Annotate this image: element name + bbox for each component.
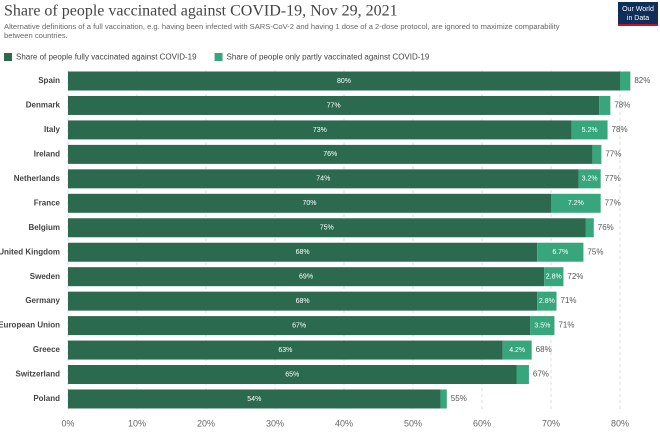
category-label: Greece <box>33 345 61 354</box>
value-label: 73% <box>313 127 327 134</box>
bar-segment <box>68 267 545 287</box>
total-label: 75% <box>587 247 603 256</box>
x-tick-label: 20% <box>197 418 215 428</box>
value-label: 5.2% <box>582 127 598 134</box>
x-tick-label: 10% <box>128 418 146 428</box>
x-tick-label: 60% <box>473 418 491 428</box>
bar-segment <box>571 120 608 140</box>
value-label: 75% <box>320 225 334 232</box>
logo-stripe <box>618 24 658 26</box>
bar-segment <box>68 95 600 115</box>
x-tick-label: 70% <box>542 418 560 428</box>
category-label: Netherlands <box>14 174 61 183</box>
x-tick-label: 0% <box>61 418 74 428</box>
value-label: 3.2% <box>582 176 598 183</box>
total-label: 77% <box>605 149 621 158</box>
bar-segment <box>592 144 602 164</box>
bar-segment <box>68 242 538 262</box>
value-label: 65% <box>285 371 299 378</box>
bar-segment <box>68 71 620 91</box>
category-label: Denmark <box>26 101 61 110</box>
bar-segment <box>599 95 611 115</box>
bar-segment <box>544 267 564 287</box>
total-label: 55% <box>451 394 467 403</box>
bar-segment <box>578 169 601 189</box>
legend-label: Share of people only partly vaccinated a… <box>227 53 430 62</box>
x-tick-label: 40% <box>335 418 353 428</box>
value-label: 3.5% <box>534 322 550 329</box>
chart-title: Share of people vaccinated against COVID… <box>4 3 398 20</box>
value-label: 2.8% <box>546 274 562 281</box>
value-label: 7.2% <box>568 200 584 207</box>
value-label: 68% <box>296 249 310 256</box>
total-label: 71% <box>561 296 577 305</box>
total-label: 68% <box>536 345 552 354</box>
bar-segment <box>537 291 557 311</box>
category-label: United Kingdom <box>0 247 60 256</box>
total-label: 72% <box>567 272 583 281</box>
value-label: 80% <box>337 78 351 85</box>
value-label: 74% <box>316 176 330 183</box>
category-label: Poland <box>33 394 60 403</box>
bar-segment <box>530 316 555 336</box>
category-label: Switzerland <box>16 370 61 379</box>
total-label: 67% <box>533 370 549 379</box>
bar-segment <box>68 120 572 140</box>
bar-segment <box>516 365 529 385</box>
total-label: 78% <box>614 101 630 110</box>
category-label: France <box>34 198 61 207</box>
bar-segment <box>68 193 551 213</box>
bar-segment <box>68 365 517 385</box>
x-tick-label: 30% <box>266 418 284 428</box>
total-label: 77% <box>605 198 621 207</box>
total-label: 76% <box>598 223 614 232</box>
value-label: 67% <box>292 322 306 329</box>
total-label: 71% <box>558 321 574 330</box>
value-label: 63% <box>278 347 292 354</box>
legend-label: Share of people fully vaccinated against… <box>16 53 197 62</box>
category-label: European Union <box>0 321 60 330</box>
bar-segment <box>68 291 538 311</box>
category-label: Ireland <box>34 149 60 158</box>
value-label: 2.8% <box>539 298 555 305</box>
x-tick-label: 50% <box>404 418 422 428</box>
bar-segment <box>68 169 579 189</box>
category-label: Sweden <box>30 272 60 281</box>
bar-segment <box>502 340 532 360</box>
bar-segment <box>68 218 586 238</box>
value-label: 6.7% <box>552 249 568 256</box>
value-label: 68% <box>296 298 310 305</box>
bar-segment <box>551 193 601 213</box>
bar-segment <box>620 71 631 91</box>
total-label: 82% <box>634 76 650 85</box>
bar-segment <box>68 316 531 336</box>
bar-segment <box>68 144 593 164</box>
value-label: 54% <box>247 396 261 403</box>
logo-text: Our World <box>622 6 654 13</box>
total-label: 77% <box>605 174 621 183</box>
chart-subtitle: Alternative definitions of a full vaccin… <box>4 22 560 40</box>
bar-segment <box>68 389 441 409</box>
subtitle-box: Alternative definitions of a full vaccin… <box>4 22 560 40</box>
category-label: Germany <box>25 296 60 305</box>
value-label: 76% <box>323 151 337 158</box>
value-label: 77% <box>327 102 341 109</box>
category-label: Belgium <box>28 223 60 232</box>
total-label: 78% <box>612 125 628 134</box>
bar-segment <box>537 242 584 262</box>
logo <box>618 2 658 26</box>
bar-segment <box>440 389 447 409</box>
value-label: 70% <box>302 200 316 207</box>
category-label: Italy <box>44 125 61 134</box>
x-tick-label: 80% <box>611 418 629 428</box>
legend-swatch <box>214 53 223 61</box>
value-label: 69% <box>299 274 313 281</box>
bar-segment <box>68 340 503 360</box>
bar-segment <box>585 218 594 238</box>
logo-text: in Data <box>627 15 649 22</box>
category-label: Spain <box>38 76 60 85</box>
legend-swatch <box>4 53 12 61</box>
value-label: 4.2% <box>509 347 525 354</box>
